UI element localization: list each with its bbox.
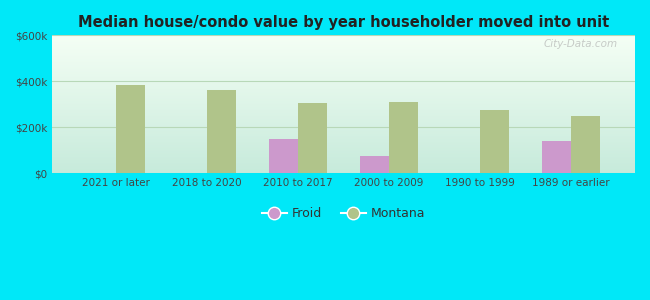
Bar [360, 156, 389, 173]
Bar [542, 141, 571, 173]
Bar [116, 85, 145, 173]
Bar [571, 116, 601, 173]
Bar [480, 110, 510, 173]
Bar [389, 102, 419, 173]
Text: City-Data.com: City-Data.com [543, 40, 618, 50]
Bar [298, 103, 327, 173]
Bar [207, 91, 236, 173]
Title: Median house/condo value by year householder moved into unit: Median house/condo value by year househo… [78, 15, 609, 30]
Legend: Froid, Montana: Froid, Montana [257, 202, 430, 225]
Bar [269, 139, 298, 173]
